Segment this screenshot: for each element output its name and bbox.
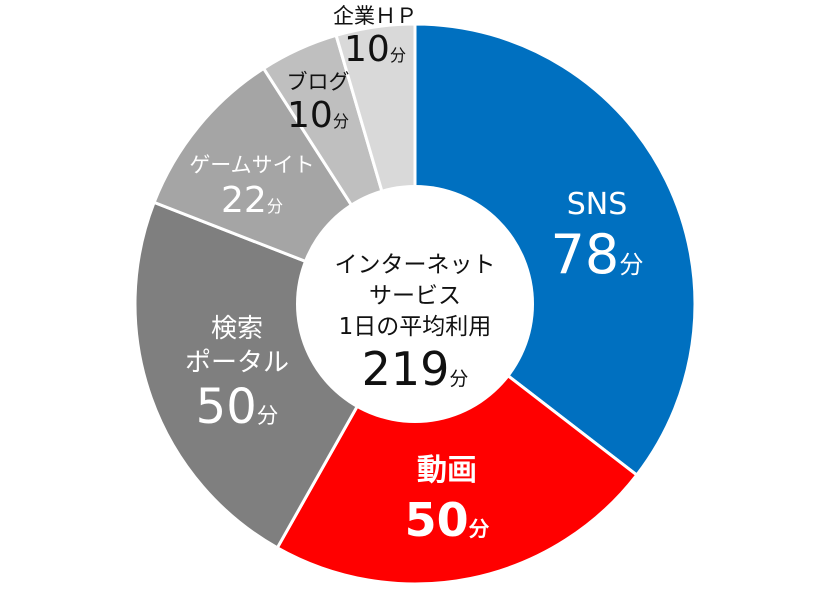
slice-label-company-hp: 企業ＨＰ 10分 — [333, 4, 417, 70]
donut-slice — [275, 302, 639, 586]
slice-label-search-portal: 検索 ポータル 50分 — [184, 314, 290, 435]
center-total-label: インターネット サービス 1日の平均利用 219分 — [334, 252, 496, 396]
donut-slice — [413, 22, 697, 477]
slice-label-sns: SNS 78分 — [550, 187, 644, 286]
slice-label-video: 動画 50分 — [404, 453, 490, 547]
slice-label-blog: ブログ 10分 — [286, 70, 350, 136]
slice-label-game-site: ゲームサイト 22分 — [189, 153, 315, 221]
donut-hole — [296, 185, 534, 423]
